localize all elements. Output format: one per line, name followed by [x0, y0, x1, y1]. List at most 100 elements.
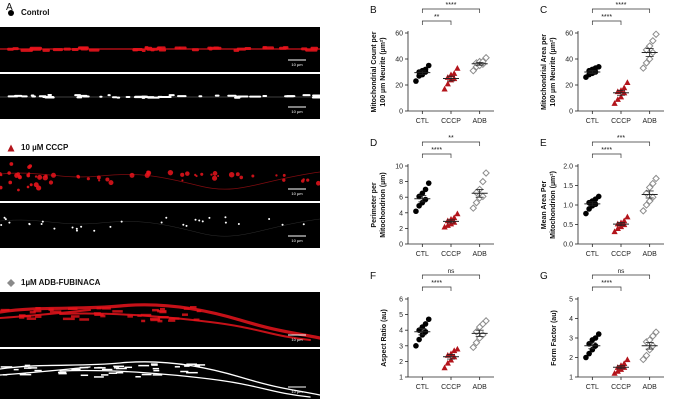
chart-panel-f: F 1 2 3 4 5 6 CTL CCCP ADB Aspect Ratio (au) **** ns	[336, 266, 506, 399]
scale-bar: 10 µm	[288, 106, 306, 114]
significance-label: ****	[616, 2, 627, 9]
micrograph-control-binary: 10 µm	[0, 74, 320, 119]
data-point	[645, 183, 654, 192]
data-point	[611, 370, 618, 376]
circle-marker-icon	[8, 9, 14, 16]
condition-text-adb: 1µM ADB-FUBINACA	[21, 278, 101, 287]
scale-bar-label: 10 µm	[291, 389, 303, 394]
significance-bracket	[421, 141, 481, 146]
data-point	[454, 65, 461, 71]
scale-bar: 10 µm	[288, 59, 306, 67]
micrograph-cccp-red: 10 µm	[0, 156, 320, 201]
triangle-marker-icon	[7, 144, 15, 151]
data-point	[419, 190, 426, 197]
chart-panel-g: G 1 2 3 4 5 CTL CCCP ADB Form Factor (au) **** ns	[506, 266, 676, 399]
y-tick-label: 0	[569, 109, 573, 116]
data-point	[416, 336, 422, 343]
y-tick-label: 60	[395, 31, 403, 38]
data-point	[479, 192, 487, 201]
significance-bracket	[421, 274, 481, 279]
data-point	[482, 317, 490, 325]
y-tick-label: 0.5	[563, 222, 573, 229]
data-point	[642, 351, 651, 360]
data-point	[624, 213, 631, 220]
data-point	[639, 64, 648, 72]
micrograph-control-red: 10 µm	[0, 27, 320, 72]
x-tick-label: CCCP	[611, 118, 631, 125]
data-point	[614, 368, 621, 374]
data-point	[649, 193, 657, 202]
data-point	[451, 70, 458, 76]
data-point	[441, 85, 448, 92]
scale-bar: 10 µm	[288, 334, 306, 342]
y-axis-label: Form Factor (au)	[551, 310, 558, 366]
significance-label: ns	[618, 268, 626, 275]
data-point	[425, 316, 432, 323]
data-point	[617, 223, 625, 230]
scale-bar-label: 10 µm	[291, 238, 303, 243]
significance-label: ****	[431, 147, 442, 154]
significance-bracket	[591, 8, 651, 13]
data-point	[595, 193, 602, 200]
data-point	[454, 345, 461, 352]
significance-bracket	[421, 286, 452, 291]
significance-bracket	[591, 153, 622, 158]
data-point	[447, 220, 455, 227]
scale-bar: 10 µm	[288, 188, 306, 196]
panel-letter: B	[370, 5, 377, 16]
micrograph-adb-red: 10 µm	[0, 292, 320, 347]
scale-bar-label: 10 µm	[291, 62, 303, 67]
x-tick-label: ADB	[642, 251, 657, 258]
panel-letter: E	[540, 138, 547, 149]
y-tick-label: 3	[399, 343, 403, 350]
data-point	[583, 354, 589, 361]
scale-bar: 10 µm	[288, 235, 306, 243]
y-axis-label: Mitochondrial Area per 100 µm Neurite (µm…	[541, 34, 557, 110]
x-tick-label: ADB	[472, 118, 487, 125]
data-point	[422, 196, 429, 203]
data-point	[447, 356, 455, 363]
data-point	[441, 364, 448, 371]
y-tick-label: 0	[399, 242, 403, 249]
micrograph-adb-binary: 10 µm	[0, 349, 320, 399]
y-tick-label: 40	[395, 57, 403, 64]
data-point	[589, 346, 596, 353]
y-axis-label: Mean Area Per Mitochondrion (µm²)	[541, 171, 557, 239]
y-tick-label: 1.0	[563, 203, 573, 210]
significance-label: ****	[601, 14, 612, 21]
data-point	[595, 64, 602, 70]
panel-letter: G	[540, 271, 548, 282]
chart-panel-e: E 0.0 0.5 1.0 1.5 2.0 CTL CCCP ADB Mean Area Per M…	[506, 133, 676, 266]
significance-bracket	[421, 20, 452, 25]
data-point	[422, 186, 429, 193]
diamond-marker-icon	[7, 278, 15, 287]
data-point	[472, 198, 481, 207]
data-point	[614, 96, 621, 102]
data-point	[479, 57, 487, 66]
data-point	[425, 62, 432, 69]
significance-bracket	[591, 141, 651, 146]
condition-text-control: Control	[21, 8, 50, 17]
data-point	[444, 80, 451, 87]
significance-label: ns	[448, 268, 456, 275]
scale-bar-label: 10 µm	[291, 191, 303, 196]
data-point	[422, 321, 429, 327]
y-tick-label: 5	[569, 297, 573, 304]
chart-panel-d: D 0 2 4 6 8 10 CTL CCCP ADB Perimeter per Mitochond…	[336, 133, 506, 266]
y-tick-label: 2.0	[563, 164, 573, 171]
data-point	[425, 180, 432, 186]
chart-panel-b: B 0 20 40 60 CTL CCCP ADB Mitochondrial Count pe…	[336, 0, 506, 133]
micrograph-cccp-binary: 10 µm	[0, 203, 320, 248]
y-axis-label: Aspect Ratio (au)	[381, 309, 388, 367]
significance-bracket	[591, 286, 622, 291]
data-point	[583, 210, 589, 217]
chart-panel-c: C 0 20 40 60 CTL CCCP ADB Mitochondrial Area per…	[506, 0, 676, 133]
data-point	[642, 201, 651, 209]
data-point	[469, 204, 478, 212]
data-point	[447, 350, 455, 357]
y-tick-label: 20	[395, 83, 403, 90]
data-point	[645, 345, 654, 354]
x-tick-label: CCCP	[611, 251, 631, 258]
x-tick-label: CTL	[416, 384, 429, 391]
significance-bracket	[421, 8, 481, 13]
